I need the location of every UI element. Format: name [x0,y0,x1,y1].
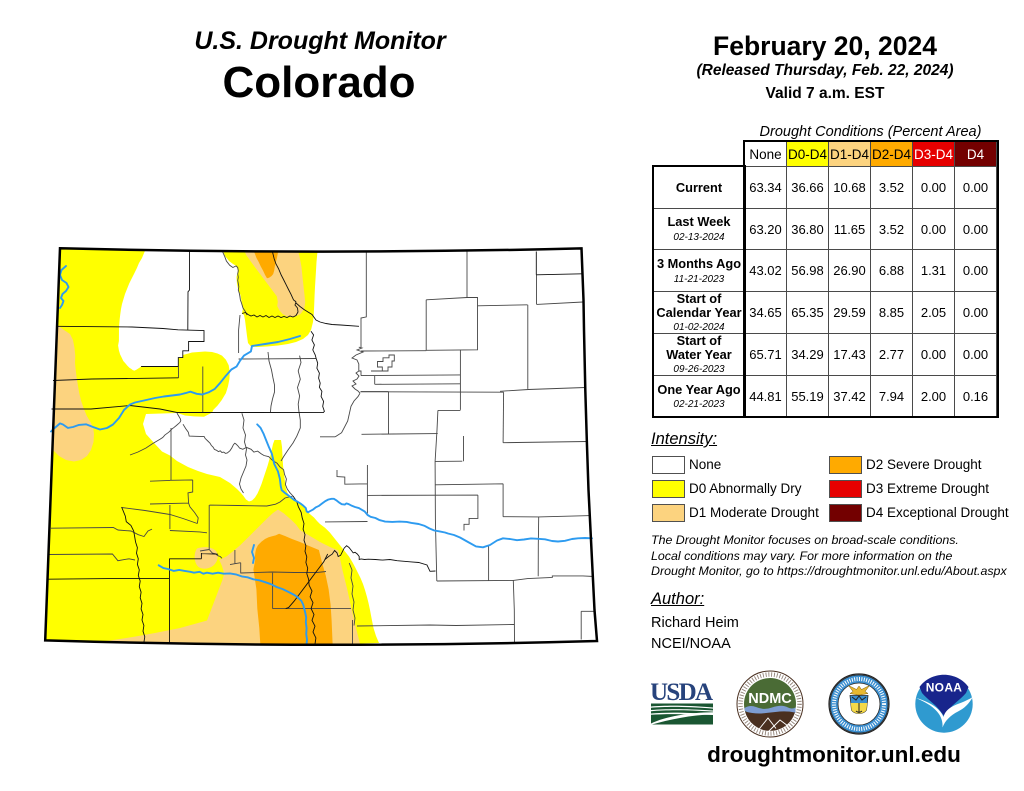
svg-text:NOAA: NOAA [926,681,963,695]
svg-text:NDMC: NDMC [748,691,792,707]
svg-text:USDA: USDA [651,679,713,706]
